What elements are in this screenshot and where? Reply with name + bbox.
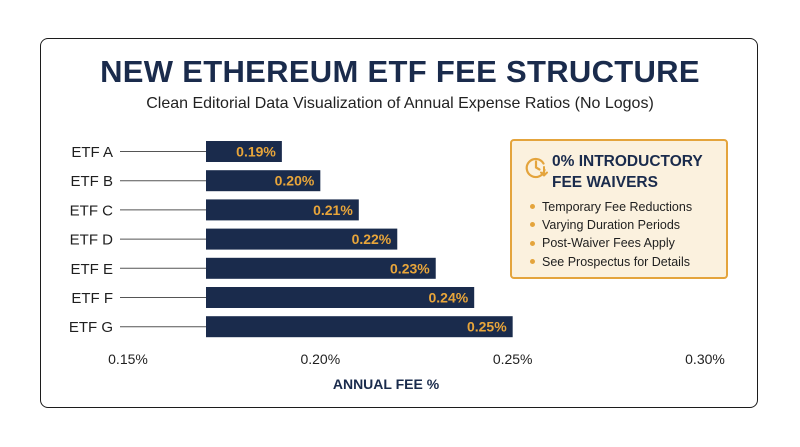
bullet-dot-icon xyxy=(530,240,535,246)
callout-title-line1: 0% INTRODUCTORY xyxy=(552,153,703,170)
x-tick-label: 0.20% xyxy=(300,351,340,367)
callout-item: Post-Waiver Fees Apply xyxy=(530,234,692,252)
x-tick-label: 0.30% xyxy=(685,351,725,367)
chart-title: NEW ETHEREUM ETF FEE STRUCTURE xyxy=(100,54,700,89)
x-axis-title: ANNUAL FEE % xyxy=(333,376,440,392)
bar xyxy=(206,316,513,338)
clock-down-arrow-icon xyxy=(525,157,548,179)
chart-subtitle: Clean Editorial Data Visualization of An… xyxy=(146,95,654,112)
bar-data-label: 0.21% xyxy=(313,202,353,218)
fee-waiver-callout: 0% INTRODUCTORY FEE WAIVERS Temporary Fe… xyxy=(510,139,728,279)
bar-data-label: 0.24% xyxy=(428,290,468,306)
bullet-dot-icon xyxy=(530,258,535,264)
bullet-dot-icon xyxy=(530,222,535,228)
callout-title: 0% INTRODUCTORY FEE WAIVERS xyxy=(552,151,727,193)
category-label: ETF D xyxy=(70,232,113,249)
bar-data-label: 0.19% xyxy=(236,144,276,160)
bar xyxy=(206,257,436,279)
bar-data-label: 0.23% xyxy=(390,260,430,276)
bar xyxy=(206,287,475,308)
category-label: ETF F xyxy=(71,290,113,307)
category-label: ETF E xyxy=(70,261,113,278)
category-label: ETF G xyxy=(69,319,113,336)
category-label: ETF C xyxy=(70,202,113,219)
callout-item: Temporary Fee Reductions xyxy=(530,198,692,216)
callout-title-line2: FEE WAIVERS xyxy=(552,174,658,191)
bar xyxy=(206,199,359,221)
x-tick-label: 0.25% xyxy=(493,351,533,367)
callout-item: Varying Duration Periods xyxy=(530,216,692,234)
category-label: ETF A xyxy=(71,144,113,161)
callout-list: Temporary Fee Reductions Varying Duratio… xyxy=(530,198,692,271)
x-tick-label: 0.15% xyxy=(108,351,148,367)
category-label: ETF B xyxy=(70,173,113,190)
bar-data-label: 0.25% xyxy=(467,319,507,335)
bullet-dot-icon xyxy=(530,204,535,210)
bar xyxy=(206,141,282,162)
bar xyxy=(206,228,398,250)
bar xyxy=(206,170,321,192)
callout-item: See Prospectus for Details xyxy=(530,253,692,271)
bar-data-label: 0.20% xyxy=(275,173,315,189)
bar-data-label: 0.22% xyxy=(352,231,392,247)
